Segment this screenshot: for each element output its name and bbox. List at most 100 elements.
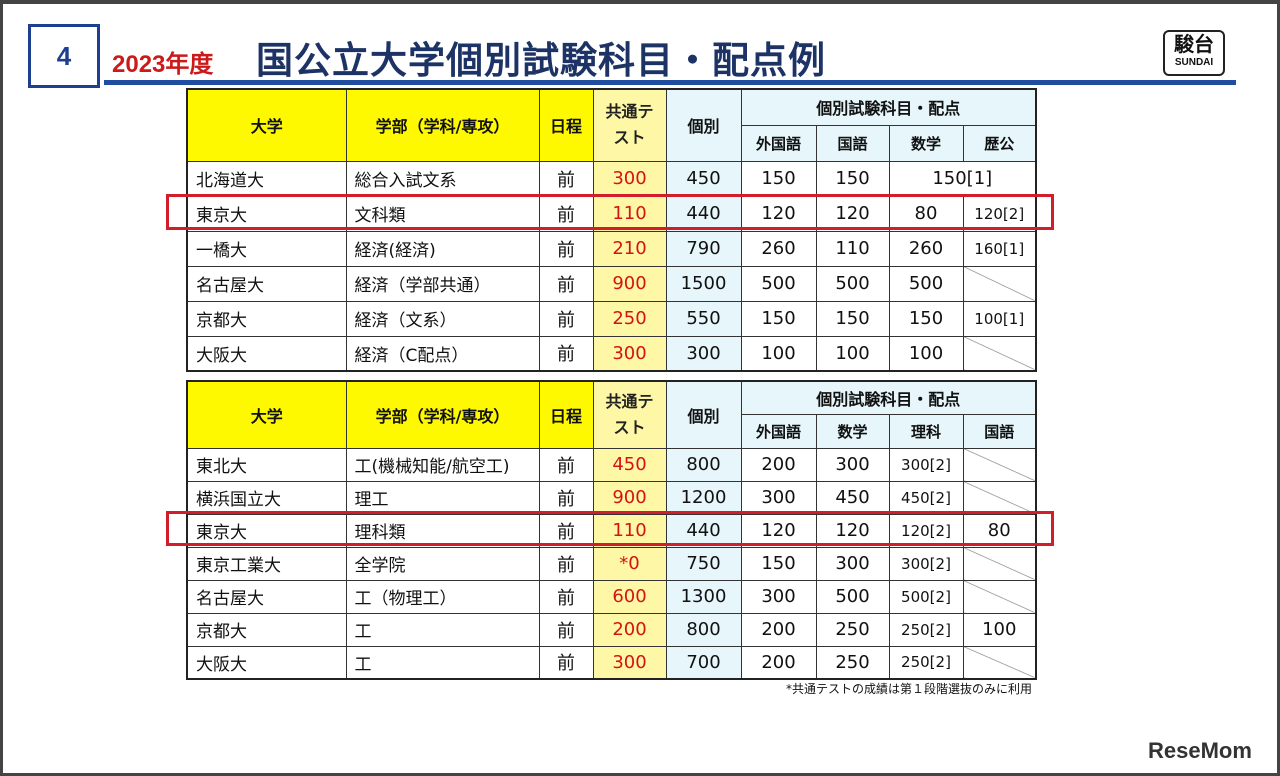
faculty-cell: 経済（学部共通） [345,265,540,302]
footnote: *共通テストの成績は第１段階選抜のみに利用 [785,682,1032,696]
univ-cell: 横浜国立大 [186,480,347,515]
score-cell: 120 [815,195,890,232]
individual-cell: 440 [665,195,742,232]
header-subject: 外国語 [740,124,817,162]
score-cell: 150 [888,300,964,337]
score-cell: 100 [962,612,1037,647]
score-cell: 300 [815,447,890,482]
univ-cell: 大阪大 [186,335,347,372]
header-subject: 数学 [888,124,964,162]
faculty-cell: 経済（C配点） [345,335,540,372]
individual-cell: 1300 [665,579,742,614]
univ-cell: 東京工業大 [186,546,347,581]
score-cell: 150 [740,160,817,197]
common-test-cell: 250 [592,300,667,337]
empty-cell [962,335,1037,372]
logo-en: SUNDAI [1174,57,1214,68]
individual-cell: 300 [665,335,742,372]
table-row: 京都大 経済（文系）前 250 550 150 150 150 100[1] [186,300,1037,337]
common-test-cell: 450 [592,447,667,482]
score-cell: 120 [740,513,817,548]
score-cell: 300 [740,579,817,614]
faculty-cell: 全学院 [345,546,540,581]
header-subject: 国語 [962,413,1037,449]
schedule-cell: 前 [538,480,594,515]
schedule-cell: 前 [538,230,594,267]
table-row: 横浜国立大 理工前 900 1200 300 450 450[2] [186,480,1037,515]
header-subject: 国語 [815,124,890,162]
table-row: 大阪大 経済（C配点）前 300 300 100 100 100 [186,335,1037,372]
header-common-test: 共通テスト [592,88,667,162]
score-cell: 110 [815,230,890,267]
faculty-cell: 工 [345,645,540,680]
score-cell: 150[1] [888,160,1037,197]
header-subject: 理科 [888,413,964,449]
score-cell: 500 [815,579,890,614]
score-cell: 300[2] [888,546,964,581]
logo-kanji: 駿台 [1174,32,1214,56]
header-subject: 外国語 [740,413,817,449]
score-cell: 150 [815,300,890,337]
common-test-cell: 300 [592,160,667,197]
title-underline [104,80,1236,85]
header-faculty: 学部（学科/専攻） [345,88,540,162]
header-common-test: 共通テスト [592,380,667,449]
individual-cell: 1500 [665,265,742,302]
score-cell: 120[2] [888,513,964,548]
schedule-cell: 前 [538,612,594,647]
univ-cell: 京都大 [186,300,347,337]
schedule-cell: 前 [538,579,594,614]
highlight-box-todai-bunka [166,194,1054,230]
schedule-cell: 前 [538,447,594,482]
univ-cell: 大阪大 [186,645,347,680]
page-title: 国公立大学個別試験科目・配点例 [256,39,826,82]
schedule-cell: 前 [538,546,594,581]
empty-cell [962,579,1037,614]
empty-cell [962,546,1037,581]
individual-cell: 700 [665,645,742,680]
score-cell: 450 [815,480,890,515]
score-cell: 150 [815,160,890,197]
table-row: 一橋大 経済(経済) 前 210 790 260 110 260 160[1] [186,230,1037,267]
score-cell: 300[2] [888,447,964,482]
table-row: 東京大 文科類前 110 440 120 120 80 120[2] [186,195,1037,232]
header-subject-group: 個別試験科目・配点 [740,380,1037,415]
common-test-cell: 600 [592,579,667,614]
table-row: 東北大 工(機械知能/航空工) 前 450 800 200 300 300[2] [186,447,1037,482]
score-cell: 300 [815,546,890,581]
common-test-cell: 210 [592,230,667,267]
table-row: 名古屋大 工（物理工）前 600 1300 300 500 500[2] [186,579,1037,614]
common-test-cell: 300 [592,645,667,680]
watermark-text: ReseMom [1148,738,1252,763]
table-row: 東京大 理科類前 110 440 120 120 120[2] 80 [186,513,1037,548]
score-cell: 120[2] [962,195,1037,232]
score-cell: 260 [740,230,817,267]
individual-cell: 800 [665,447,742,482]
header-subject: 数学 [815,413,890,449]
empty-cell [962,447,1037,482]
schedule-cell: 前 [538,160,594,197]
score-cell: 500 [740,265,817,302]
header-schedule: 日程 [538,88,594,162]
univ-cell: 名古屋大 [186,579,347,614]
common-test-cell: 900 [592,265,667,302]
score-cell: 150 [740,546,817,581]
empty-cell [962,265,1037,302]
table-row: 北海道大 総合入試文系前 300 450 150 150 150[1] [186,160,1037,197]
score-cell: 200 [740,645,817,680]
univ-cell: 京都大 [186,612,347,647]
common-test-cell: *0 [592,546,667,581]
header-univ: 大学 [186,88,347,162]
slide-number: 4 [28,24,100,88]
score-cell: 150 [740,300,817,337]
score-cell: 120 [815,513,890,548]
common-test-cell: 110 [592,513,667,548]
individual-cell: 440 [665,513,742,548]
schedule-cell: 前 [538,335,594,372]
univ-cell: 東京大 [186,513,347,548]
faculty-cell: 経済（文系） [345,300,540,337]
schedule-cell: 前 [538,265,594,302]
header-individual: 個別 [665,88,742,162]
score-cell: 200 [740,447,817,482]
